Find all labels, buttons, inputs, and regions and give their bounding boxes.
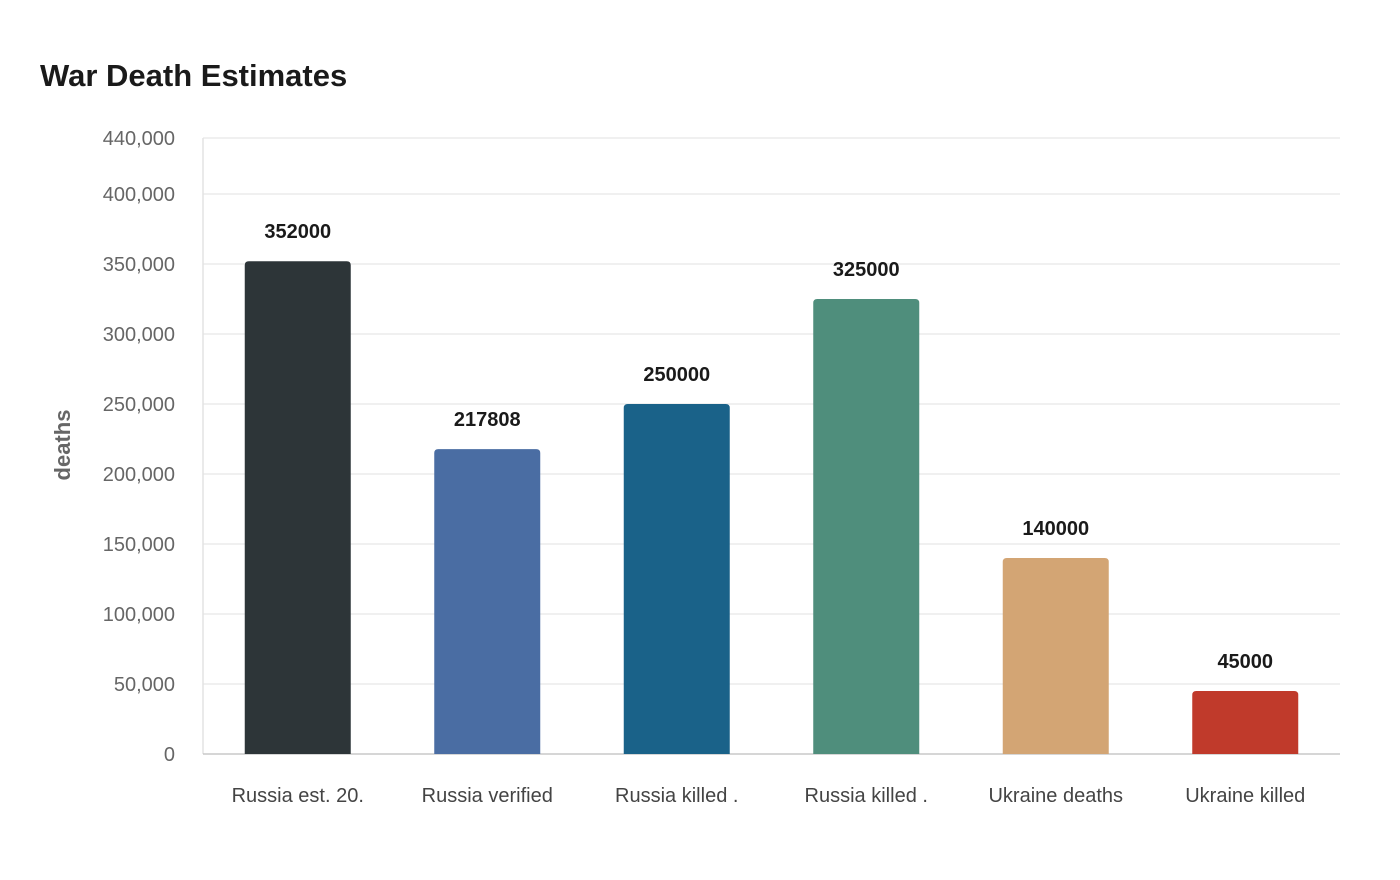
bar-value-label: 325000 — [833, 259, 900, 281]
bar-value-label: 217808 — [454, 409, 521, 431]
y-tick-label: 440,000 — [103, 128, 175, 150]
y-axis-title: deaths — [50, 410, 75, 481]
x-category-label: Russia killed . — [805, 785, 928, 807]
bar-value-label: 352000 — [264, 221, 331, 243]
y-tick-label: 0 — [164, 744, 175, 766]
x-axis-labels: Russia est. 20. Russia verified Russia kil… — [232, 785, 1306, 807]
bar-value-label: 140000 — [1022, 518, 1089, 540]
x-category-label: Ukraine deaths — [988, 785, 1123, 807]
bar — [1192, 691, 1299, 754]
y-tick-label: 50,000 — [114, 674, 175, 696]
y-tick-label: 300,000 — [103, 324, 175, 346]
y-tick-label: 200,000 — [103, 464, 175, 486]
bar — [434, 449, 541, 754]
y-tick-label: 400,000 — [103, 184, 175, 206]
bars — [244, 261, 1299, 754]
bar — [813, 299, 920, 754]
data-labels: 352000 217808 250000 325000 140000 45000 — [264, 221, 1273, 673]
gridlines — [203, 137, 1340, 685]
y-axis-ticks: 0 50,000 100,000 150,000 200,000 250,000 300,0… — [103, 128, 175, 766]
bar — [1002, 558, 1109, 754]
x-category-label: Russia est. 20. — [232, 785, 364, 807]
bar — [244, 261, 351, 754]
chart-title: War Death Estimates — [40, 58, 348, 93]
x-category-label: Ukraine killed — [1185, 785, 1305, 807]
x-category-label: Russia killed . — [615, 785, 738, 807]
bar-value-label: 45000 — [1217, 651, 1273, 673]
y-tick-label: 250,000 — [103, 394, 175, 416]
x-category-label: Russia verified — [422, 785, 553, 807]
bar — [623, 404, 730, 754]
bar-value-label: 250000 — [643, 364, 710, 386]
y-tick-label: 100,000 — [103, 604, 175, 626]
y-tick-label: 150,000 — [103, 534, 175, 556]
y-tick-label: 350,000 — [103, 254, 175, 276]
